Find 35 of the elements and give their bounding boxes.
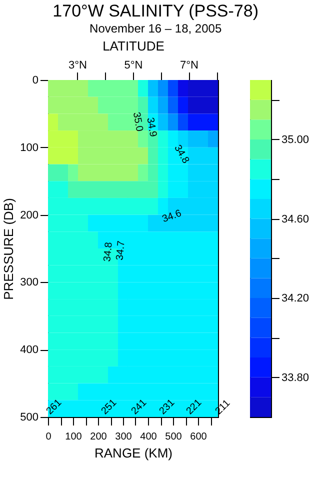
annotation: 34.6: [160, 208, 184, 226]
x-tick-label: 300: [115, 432, 132, 442]
color-bar-label: 34.20: [282, 292, 310, 305]
chart-subtitle: November 16 – 18, 2005: [90, 22, 222, 36]
x-tick-label: 100: [65, 432, 82, 442]
y-tick-label: 400: [20, 344, 38, 356]
x2-tick-label: 7°N: [180, 60, 199, 72]
x2-tick-label: 5°N: [124, 60, 143, 72]
y-tick-label: 500: [20, 412, 38, 424]
y-tick-label: 0: [32, 74, 38, 86]
annotation: 34.8: [102, 241, 115, 262]
annotation: 251: [99, 397, 120, 417]
annotation: 34.9: [144, 116, 158, 138]
annotation: 34.7: [114, 240, 128, 261]
x2-axis-title: LATITUDE: [102, 38, 165, 54]
y-tick-label: 100: [20, 142, 38, 154]
x-tick-label: 500: [165, 432, 182, 442]
annotation: 35.0: [130, 111, 145, 133]
y-tick-label: 300: [20, 276, 38, 289]
x-tick-label: 600: [190, 432, 208, 442]
x-axis-title: RANGE (KM): [94, 446, 172, 460]
chart-title: 170°W SALINITY (PSS-78): [52, 2, 259, 20]
color-bar-label: 35.00: [282, 134, 310, 146]
color-bar-label: 33.80: [282, 372, 310, 384]
annotation: 241: [129, 397, 150, 417]
y-axis-title: PRESSURE (DB): [1, 198, 16, 300]
annotation: 231: [157, 397, 178, 417]
annotation: 261: [44, 397, 64, 417]
y-tick-label: 200: [20, 209, 38, 222]
color-bar-label: 34.60: [282, 213, 310, 226]
x-tick-label: 0: [46, 432, 52, 442]
x-tick-label: 200: [90, 432, 108, 442]
x-tick-label: 400: [140, 432, 158, 442]
x2-tick-label: 3°N: [68, 60, 88, 72]
annotation: 221: [184, 397, 204, 417]
